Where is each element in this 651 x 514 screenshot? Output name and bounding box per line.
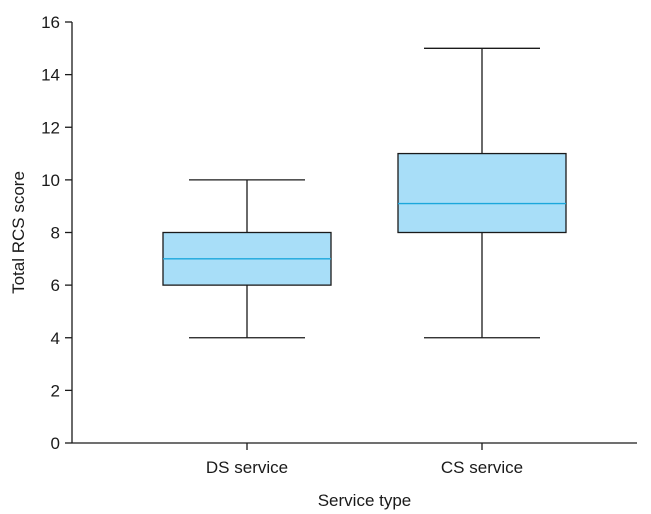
y-tick-label: 10 [41, 171, 60, 190]
y-axis-title: Total RCS score [9, 171, 28, 294]
y-tick-label: 8 [51, 224, 60, 243]
x-tick-label: CS service [441, 458, 523, 477]
x-axis: DS service CS service [72, 442, 637, 477]
box-group [162, 179, 332, 339]
y-tick-label: 6 [51, 276, 60, 295]
x-axis-title: Service type [318, 491, 412, 510]
y-tick-label: 14 [41, 66, 60, 85]
y-tick-label: 2 [51, 381, 60, 400]
y-tick-label: 12 [41, 118, 60, 137]
iqr-box [397, 152, 567, 234]
y-tick-label: 4 [51, 329, 60, 348]
box-group [397, 47, 567, 339]
y-tick-label: 16 [41, 13, 60, 32]
box-plot-series [162, 47, 567, 339]
x-tick-label: DS service [206, 458, 288, 477]
y-tick-label: 0 [51, 434, 60, 453]
y-axis: 0 2 4 6 8 10 12 14 16 [41, 13, 73, 453]
